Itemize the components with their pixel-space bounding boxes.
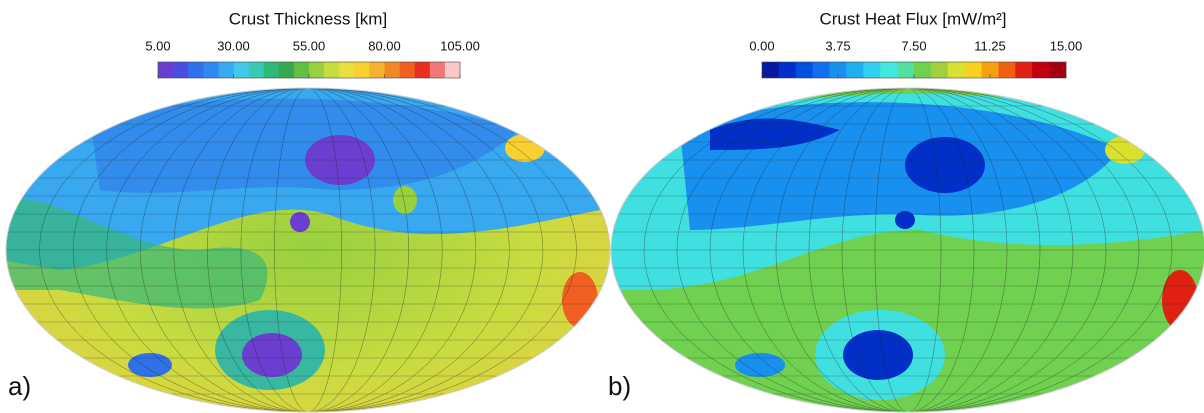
colorbar-band [203,62,219,78]
meridian [139,88,477,412]
meridian [775,88,1041,412]
meridian [72,88,544,412]
colorbar-band [846,62,864,78]
meridian [173,88,443,412]
colorbar-band [293,62,310,78]
colorbar-band [1049,62,1067,78]
panel-label: a) [8,371,31,401]
colorbar-band [930,62,949,78]
meridian [39,88,577,412]
colorbar-band [829,62,847,78]
colorbar-band [158,62,174,78]
meridian [874,88,942,412]
colorbar-band [263,62,280,78]
colorbar-band [947,62,965,78]
colorbar-tick-label: 15.00 [1050,38,1083,53]
colorbar-band [414,62,431,78]
colorbar-band [309,62,325,78]
meridian [240,88,376,412]
meridian [139,88,477,412]
colorbar-band [914,62,932,78]
meridian [742,88,1074,412]
colorbar-tick-label: 80.00 [368,38,401,53]
colorbar-band [964,62,982,78]
meridian [874,88,942,412]
meridian [643,88,1173,412]
panel-label: b) [608,371,631,401]
meridian [742,88,1074,412]
colorbar-band [998,62,1016,78]
colorbar-band [795,62,813,78]
meridian [676,88,1140,412]
meridian [173,88,443,412]
meridian [207,88,409,412]
meridian [643,88,1173,412]
colorbar-tick-label: 55.00 [293,38,326,53]
colorbar-band [399,62,415,78]
colorbar-band [324,62,340,78]
colorbar-band [1032,62,1050,78]
map-b [611,88,1204,412]
colorbar-band [218,62,234,78]
map-a [6,88,610,412]
meridian [39,88,577,412]
meridian [240,88,376,412]
meridian [775,88,1041,412]
colorbar-tick-label: 3.75 [825,38,850,53]
meridian [274,88,342,412]
colorbar-band [1015,62,1033,78]
meridian [841,88,975,412]
colorbar-band [278,62,295,78]
colorbar-title: Crust Thickness [km] [229,9,387,28]
colorbar-tick-label: 11.25 [974,38,1006,53]
colorbar-band [444,62,461,78]
colorbar-band [880,62,898,78]
meridian [841,88,975,412]
colorbar-band [778,62,797,78]
colorbar-band [233,62,249,78]
colorbar-tick-label: 105.00 [440,38,480,53]
colorbar-band [384,62,400,78]
colorbar-band [812,62,830,78]
colorbar-tick-label: 0.00 [749,38,774,53]
meridian [808,88,1008,412]
meridian [808,88,1008,412]
colorbar-band [173,62,189,78]
colorbar-band [429,62,446,78]
colorbar-band [981,62,999,78]
meridian [709,88,1107,412]
colorbar-band [188,62,204,78]
colorbar-tick-label: 7.50 [901,38,926,53]
meridian [106,88,510,412]
colorbar-band [354,62,370,78]
colorbar-tick-label: 5.00 [145,38,170,53]
colorbar-band [897,62,915,78]
colorbar-band [248,62,264,78]
colorbar-band [863,62,881,78]
colorbar-tick-label: 30.00 [217,38,250,53]
colorbar-band [339,62,355,78]
colorbar-band [762,62,780,78]
meridian [72,88,544,412]
meridian [709,88,1107,412]
colorbar-band [369,62,385,78]
meridian [274,88,342,412]
meridian [106,88,510,412]
meridian [676,88,1140,412]
meridian [207,88,409,412]
colorbar-title: Crust Heat Flux [mW/m²] [819,9,1006,28]
